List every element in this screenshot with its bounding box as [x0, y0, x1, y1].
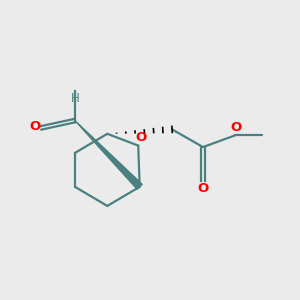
Polygon shape	[75, 121, 142, 189]
Text: O: O	[136, 131, 147, 144]
Text: O: O	[29, 120, 41, 133]
Text: O: O	[197, 182, 208, 195]
Text: O: O	[231, 121, 242, 134]
Text: H: H	[70, 92, 79, 105]
